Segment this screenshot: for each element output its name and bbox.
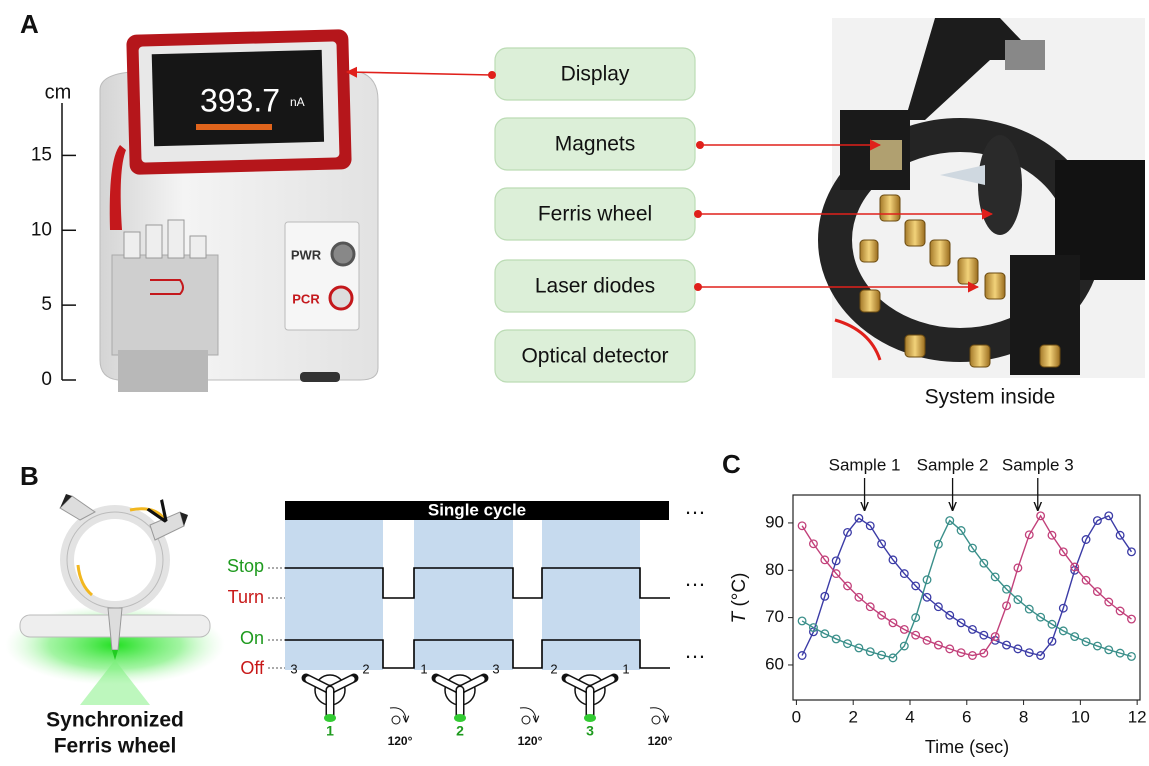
callout-label: Ferris wheel <box>538 203 652 226</box>
rotor-glow <box>454 714 466 722</box>
rotor-number: 1 <box>622 661 629 676</box>
rotor-glow <box>584 714 596 722</box>
callout-label: Optical detector <box>521 345 668 368</box>
ruler-tick-label: 15 <box>31 144 52 165</box>
x-tick-label: 8 <box>1019 707 1028 726</box>
signal-label: Turn <box>228 587 264 607</box>
timing-diagram: Single cycle … … … Stop Turn On Off <box>227 494 706 678</box>
y-label-unit: (°C) <box>729 573 750 612</box>
rotor-number: 2 <box>362 661 369 676</box>
rotation-icon <box>652 716 660 724</box>
y-tick-label: 70 <box>765 607 784 626</box>
rotors: 3 2 1 120° 1 3 2 120° 2 1 3 120° <box>290 661 672 748</box>
rotor-glow <box>324 714 336 722</box>
x-tick-label: 4 <box>905 707 914 726</box>
panel-label: C <box>722 449 741 479</box>
rotor-number: 1 <box>420 661 427 676</box>
rotor-number: 3 <box>290 661 297 676</box>
rotation-label: 120° <box>518 734 543 748</box>
y-tick-label: 90 <box>765 512 784 531</box>
callouts: Display Magnets Ferris wheel Laser diode… <box>495 48 695 382</box>
rotation-icon <box>522 716 530 724</box>
rotation-icon <box>392 716 400 724</box>
chart: T (°C) Time (sec) 60 70 80 90 0 2 4 6 8 10 12 Sampl… <box>729 455 1147 756</box>
ruler-tick-label: 5 <box>41 294 52 315</box>
rotor-number: 3 <box>492 661 499 676</box>
display-unit: nA <box>290 95 305 109</box>
button-label: PWR <box>291 247 322 262</box>
panel-label: B <box>20 461 39 491</box>
callout-label: Magnets <box>555 133 636 156</box>
rotor-number: 2 <box>456 723 464 739</box>
signal-label: On <box>240 628 264 648</box>
rotor-number: 3 <box>586 723 594 739</box>
callout-label: Laser diodes <box>535 275 655 298</box>
x-tick-label: 2 <box>848 707 857 726</box>
x-tick-label: 6 <box>962 707 971 726</box>
ruler-unit: cm <box>45 81 72 103</box>
photo-caption: System inside <box>925 386 1056 409</box>
x-axis-label: Time (sec) <box>925 737 1009 757</box>
ruler-tick-label: 0 <box>41 369 52 390</box>
callout-label: Display <box>561 63 630 86</box>
ferris-illustration: Synchronized Ferris wheel <box>5 494 225 758</box>
caption-line: Synchronized <box>46 709 184 732</box>
ruler: cm 0 5 10 15 <box>31 81 76 390</box>
cycle-label: Single cycle <box>428 500 526 519</box>
figure: A cm 051015 393.7 nA PWR PCR Display Mag… <box>0 0 1149 766</box>
ellipsis: … <box>684 638 706 663</box>
annotation: Sample 1 <box>829 455 901 474</box>
x-tick-label: 12 <box>1128 707 1147 726</box>
x-tick-label: 10 <box>1071 707 1090 726</box>
y-tick-label: 80 <box>765 560 784 579</box>
panel-label: A <box>20 9 39 39</box>
y-axis-label: T (°C) <box>729 573 750 624</box>
ruler-tick-label: 10 <box>31 219 52 240</box>
rotation-label: 120° <box>648 734 673 748</box>
y-tick-label: 60 <box>765 654 784 673</box>
x-tick-label: 0 <box>792 707 801 726</box>
button-label: PCR <box>292 291 320 306</box>
annotation: Sample 2 <box>917 455 989 474</box>
rotation-label: 120° <box>388 734 413 748</box>
rotor-number: 2 <box>550 661 557 676</box>
signal-label: Stop <box>227 556 264 576</box>
display-reading: 393.7 <box>200 82 280 118</box>
caption-line: Ferris wheel <box>54 735 177 758</box>
ellipsis: … <box>684 566 706 591</box>
annotation: Sample 3 <box>1002 455 1074 474</box>
ellipsis: … <box>684 494 706 519</box>
plot-frame <box>793 495 1140 700</box>
device: 393.7 nA PWR PCR <box>100 29 378 392</box>
signal-label: Off <box>240 658 265 678</box>
rotor-number: 1 <box>326 723 334 739</box>
